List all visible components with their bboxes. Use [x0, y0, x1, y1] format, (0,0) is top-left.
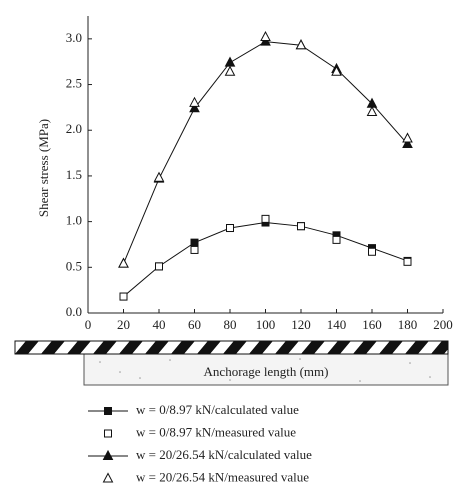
- y-tick-label: 1.5: [66, 167, 82, 182]
- legend-label: w = 0/8.97 kN/calculated value: [136, 402, 299, 417]
- x-tick-label: 60: [188, 317, 201, 332]
- marker: [224, 56, 236, 67]
- marker: [153, 171, 165, 182]
- marker: [402, 132, 413, 143]
- x-tick-label: 40: [153, 317, 166, 332]
- marker: [118, 257, 129, 268]
- legend-label: w = 20/26.54 kN/measured value: [136, 469, 309, 484]
- marker: [119, 292, 128, 301]
- x-tick-label: 0: [85, 317, 92, 332]
- concrete-block: [83, 353, 449, 386]
- series-line: [123, 222, 408, 297]
- x-tick-label: 180: [398, 317, 418, 332]
- marker: [189, 102, 200, 113]
- x-tick-label: 200: [433, 317, 453, 332]
- x-tick-label: 80: [224, 317, 237, 332]
- marker: [189, 96, 200, 107]
- marker: [368, 247, 376, 256]
- y-tick-label: 2.0: [66, 121, 82, 136]
- marker: [297, 222, 305, 231]
- marker: [331, 65, 342, 76]
- y-tick-label: 2.5: [66, 76, 82, 91]
- x-tick-label: 100: [256, 317, 276, 332]
- y-tick-label: 1.0: [66, 213, 82, 228]
- x-axis-label: Anchorage length (mm): [204, 364, 329, 379]
- marker: [261, 214, 270, 223]
- legend-marker: [104, 407, 112, 415]
- marker: [190, 245, 199, 254]
- concrete-texture: [99, 358, 431, 382]
- x-tick-label: 160: [362, 317, 382, 332]
- marker: [224, 65, 236, 76]
- anchor-bar: [14, 340, 449, 355]
- marker: [402, 137, 413, 148]
- y-tick-label: 3.0: [66, 30, 82, 45]
- y-axis-label: Shear stress (MPa): [36, 119, 51, 217]
- x-tick-label: 20: [117, 317, 130, 332]
- marker: [366, 105, 378, 116]
- legend-label: w = 20/26.54 kN/calculated value: [136, 447, 312, 462]
- y-tick-label: 0.5: [66, 258, 82, 273]
- legend-marker: [102, 472, 114, 483]
- marker: [295, 39, 307, 50]
- legend-marker: [102, 449, 114, 460]
- marker: [190, 238, 199, 247]
- series-line: [123, 41, 408, 264]
- marker: [403, 257, 412, 266]
- marker: [332, 235, 341, 244]
- y-tick-label: 0.0: [66, 304, 82, 319]
- legend-label: w = 0/8.97 kN/measured value: [136, 424, 296, 439]
- x-tick-label: 140: [327, 317, 347, 332]
- marker: [260, 30, 271, 42]
- marker: [155, 262, 163, 271]
- legend-marker: [104, 429, 112, 438]
- marker: [226, 224, 234, 233]
- x-tick-label: 120: [291, 317, 311, 332]
